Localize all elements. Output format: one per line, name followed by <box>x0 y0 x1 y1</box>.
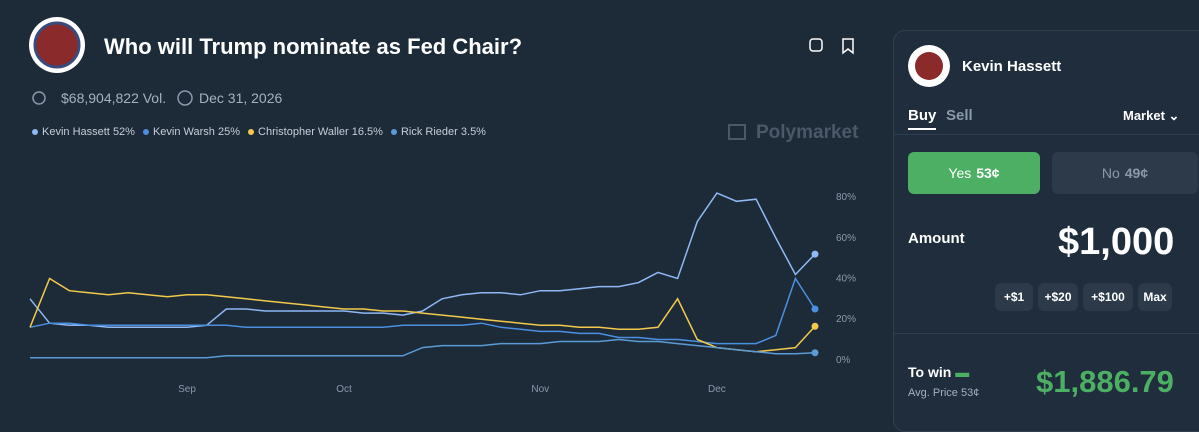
avatar <box>908 45 950 87</box>
bookmark-icon[interactable] <box>842 38 854 55</box>
series-end-dot <box>811 305 819 313</box>
legend-value: 3.5% <box>460 126 486 138</box>
yes-button[interactable]: Yes 53¢ <box>908 152 1040 194</box>
x-tick-label: Nov <box>531 384 549 395</box>
title: Who will Trump nominate as Fed Chair? <box>104 34 523 59</box>
increment-button[interactable]: Max <box>1138 283 1172 311</box>
y-tick-label: 40% <box>836 274 856 285</box>
no-button[interactable]: No 49¢ <box>1052 152 1198 194</box>
amount[interactable]: $1,000 <box>1058 221 1175 263</box>
link-icon[interactable] <box>809 38 823 52</box>
legend-value: 52% <box>112 126 135 138</box>
end-date: Dec 31, 2026 <box>199 90 283 106</box>
x-tick-label: Sep <box>178 384 196 395</box>
x-tick-label: Oct <box>336 384 352 395</box>
avg-price: Avg. Price 53¢ <box>908 387 980 399</box>
legend-swatch <box>248 129 255 135</box>
amount-label: Amount <box>908 230 965 247</box>
order-type-label: Market <box>1123 108 1165 123</box>
to-win-text: To win <box>908 364 952 380</box>
y-tick-label: 80% <box>836 192 856 203</box>
payout: $1,886.79 <box>1036 364 1174 399</box>
legend-name: Kevin Hassett <box>42 126 110 138</box>
legend-item: Kevin Warsh 25% <box>142 126 241 138</box>
divider <box>894 134 1199 135</box>
clock-icon <box>177 90 193 106</box>
chart: 0% 20% 40% 60% 80% Sep Oct Nov Dec <box>29 17 856 395</box>
page: 0% 20% 40% 60% 80% Sep Oct Nov Dec Who will Trum… <box>29 17 1199 432</box>
increment-button[interactable]: +$20 <box>1038 283 1078 311</box>
logo-seal <box>33 21 81 69</box>
legend-value: 16.5% <box>351 126 383 138</box>
yes-price: 53¢ <box>976 165 1000 181</box>
series-end-dot <box>811 250 819 258</box>
order-type[interactable]: Market ⌄ <box>1123 108 1180 123</box>
no-label: No <box>1101 165 1120 181</box>
series-line <box>29 192 816 329</box>
legend-swatch <box>142 129 149 135</box>
legend-item: Rick Rieder 3.5% <box>390 126 486 138</box>
series-end-dot <box>811 322 819 330</box>
divider <box>894 333 1199 334</box>
brand: Polymarket <box>756 122 859 143</box>
no-price: 49¢ <box>1124 165 1149 181</box>
yes-label: Yes <box>948 165 972 181</box>
y-tick-label: 20% <box>836 314 856 325</box>
increment-button[interactable]: +$1 <box>995 283 1033 311</box>
series-end-dot <box>811 349 819 357</box>
legend-item: Kevin Hassett 52% <box>32 126 135 138</box>
legend-item: Christopher Waller 16.5% <box>248 126 383 138</box>
legend-name: Rick Rieder <box>400 126 458 138</box>
increment-button[interactable]: +$100 <box>1083 283 1133 311</box>
y-tick-label: 60% <box>836 233 856 244</box>
series-line <box>29 277 816 353</box>
brand-icon <box>728 124 746 140</box>
y-tick-label: 0% <box>836 355 851 366</box>
buy-tab[interactable]: Buy <box>908 107 937 130</box>
series-line <box>29 276 816 345</box>
series-line <box>30 338 816 359</box>
sell-tab[interactable]: Sell <box>946 107 973 124</box>
legend-name: Christopher Waller <box>258 126 349 138</box>
volume: $68,904,822 Vol. <box>61 90 167 106</box>
legend: Kevin Hassett 52% Kevin Warsh 25% Christop… <box>32 126 486 138</box>
trophy-icon <box>32 91 46 105</box>
legend-value: 25% <box>217 126 241 138</box>
legend-swatch <box>32 129 38 135</box>
x-tick-label: Dec <box>708 384 726 395</box>
legend-name: Kevin Warsh <box>152 126 215 138</box>
outcome-name: Kevin Hassett <box>962 58 1062 75</box>
trade-panel: Kevin Hassett Buy Sell Market ⌄ Yes 53¢ N… <box>893 30 1199 432</box>
to-win-label: To win ▬ <box>908 364 970 380</box>
legend-swatch <box>390 129 397 135</box>
